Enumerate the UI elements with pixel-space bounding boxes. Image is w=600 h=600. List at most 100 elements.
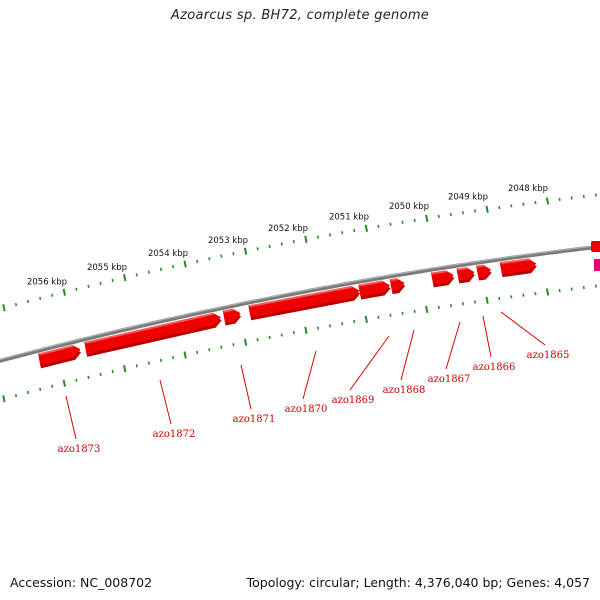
outer-ruler-tick xyxy=(304,235,308,244)
outer-ruler-tick xyxy=(39,296,42,300)
inner-ruler-tick xyxy=(558,288,561,293)
outer-ruler-tick xyxy=(232,252,235,256)
inner-ruler-tick xyxy=(220,345,223,349)
outer-ruler-tick xyxy=(123,274,127,282)
outer-ruler-tick xyxy=(510,204,513,208)
inner-ruler-tick xyxy=(329,324,332,328)
outer-ruler-tick xyxy=(437,214,440,219)
inner-ruler-tick xyxy=(473,300,477,304)
inner-ruler-tick xyxy=(425,305,429,314)
gene-arrow-highlight xyxy=(431,270,448,275)
outer-ruler-tick xyxy=(196,259,199,264)
outer-ruler-tick xyxy=(135,273,138,277)
outer-ruler-tick xyxy=(62,288,66,296)
outer-ruler-tick xyxy=(280,242,283,246)
gene-leader-line xyxy=(349,335,390,391)
kbp-label: 2054 kbp xyxy=(148,249,188,259)
gene-arrow xyxy=(431,270,454,285)
inner-ruler-tick xyxy=(364,315,368,324)
inner-ruler-tick xyxy=(545,288,550,296)
inner-ruler-tick xyxy=(111,369,114,374)
outer-ruler-tick xyxy=(111,278,114,283)
gene-arrow xyxy=(476,264,492,278)
inner-ruler-tick xyxy=(27,390,30,395)
gene-label: azo1869 xyxy=(332,395,375,406)
gene-label: azo1866 xyxy=(473,362,516,373)
gene-label: azo1872 xyxy=(153,429,196,440)
inner-ruler-tick xyxy=(594,284,597,288)
outer-ruler-tick xyxy=(449,212,452,217)
inner-ruler-tick xyxy=(75,378,78,382)
outer-ruler-tick xyxy=(364,224,368,233)
outer-ruler-tick xyxy=(522,202,525,206)
outer-ruler-tick xyxy=(87,284,90,288)
outer-ruler-tick xyxy=(171,265,175,269)
inner-ruler-tick xyxy=(534,291,537,296)
inner-ruler-tick xyxy=(62,379,66,387)
inner-ruler-tick xyxy=(353,319,356,324)
outer-ruler-tick xyxy=(220,254,223,258)
gene-leader-line xyxy=(400,329,415,381)
outer-ruler-tick xyxy=(582,194,585,199)
inner-ruler-tick xyxy=(377,315,380,319)
gene-leader-line xyxy=(445,321,461,370)
inner-ruler-tick xyxy=(147,361,150,365)
outer-ruler-tick xyxy=(51,293,54,297)
inner-ruler-tick xyxy=(208,348,211,352)
outer-ruler-tick xyxy=(159,267,163,271)
kbp-label: 2050 kbp xyxy=(389,202,429,212)
gene-arrow xyxy=(84,312,221,354)
outer-ruler-tick xyxy=(461,211,465,215)
gene-arrow-highlight xyxy=(39,345,74,356)
gene-arrow xyxy=(248,285,360,318)
inner-ruler-tick xyxy=(510,295,513,299)
inner-ruler-tick xyxy=(135,364,138,368)
gene-leader-line xyxy=(159,379,172,425)
gene-label: azo1867 xyxy=(428,374,471,385)
gene-arrow-highlight xyxy=(249,285,353,308)
gene-arrow-partial xyxy=(591,241,600,252)
gene-label: azo1865 xyxy=(527,350,570,361)
gene-arrow-partial xyxy=(594,259,600,271)
inner-ruler xyxy=(2,284,597,403)
outer-ruler-tick xyxy=(401,220,404,224)
gene-arrow xyxy=(38,345,81,366)
outer-ruler-tick xyxy=(14,302,18,307)
gene-leader-line xyxy=(65,395,77,440)
inner-ruler-tick xyxy=(2,395,6,403)
kbp-label: 2056 kbp xyxy=(27,278,67,288)
accession-text: Accession: NC_008702 xyxy=(10,575,153,590)
topology-summary: Topology: circular; Length: 4,376,040 bp… xyxy=(246,575,590,590)
backbone-line xyxy=(0,244,600,363)
gene-track xyxy=(38,241,600,369)
outer-ruler-tick xyxy=(329,233,332,237)
outer-ruler-tick xyxy=(2,304,6,312)
inner-ruler-tick xyxy=(341,322,344,326)
outer-ruler-tick xyxy=(558,197,561,202)
inner-ruler-tick xyxy=(461,302,465,306)
inner-ruler-tick xyxy=(268,335,271,340)
inner-ruler-tick xyxy=(582,285,585,290)
gene-label: azo1873 xyxy=(58,444,101,455)
kbp-label: 2053 kbp xyxy=(208,236,248,246)
inner-ruler-tick xyxy=(304,326,308,335)
kbp-label: 2049 kbp xyxy=(448,193,488,203)
outer-ruler-tick xyxy=(545,197,550,205)
backbone xyxy=(0,244,600,363)
gene-arrow-highlight xyxy=(457,267,468,271)
outer-ruler-tick xyxy=(208,257,211,261)
kbp-label: 2051 kbp xyxy=(329,212,369,222)
gene-arrow xyxy=(389,278,405,292)
inner-ruler-tick xyxy=(183,351,187,359)
gene-arrow xyxy=(456,267,475,281)
outer-ruler-tick xyxy=(292,240,295,244)
outer-ruler-tick xyxy=(594,193,597,197)
outer-ruler-tick xyxy=(147,270,150,274)
outer-ruler-tick xyxy=(256,247,259,251)
inner-ruler-tick xyxy=(243,338,248,346)
gene-leader-line xyxy=(482,315,492,358)
inner-ruler-tick xyxy=(280,333,283,337)
inner-ruler-tick xyxy=(256,338,259,342)
inner-ruler-tick xyxy=(485,296,489,304)
